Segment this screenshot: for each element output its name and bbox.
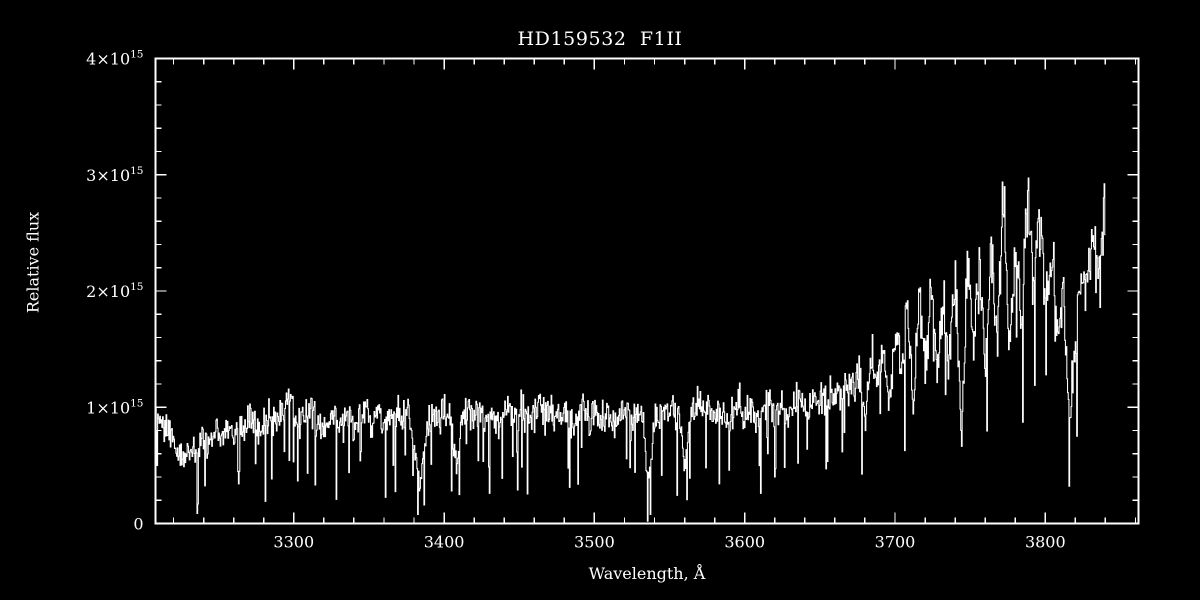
x-axis-tick-labels: 3300 3400 3500 3600 3700 3800 — [273, 533, 1065, 552]
x-axis-title: Wavelength, Å — [588, 564, 706, 583]
spectrum-data-series — [156, 177, 1106, 522]
page-title: HD159532 F1II — [517, 28, 683, 50]
svg-text:3600: 3600 — [724, 533, 765, 552]
spectrum-line — [156, 177, 1106, 522]
svg-text:3800: 3800 — [1025, 533, 1066, 552]
axis-frame — [154, 57, 1140, 525]
y-axis-tick-labels: 0 1×1015 2×1015 3×1015 4×1015 — [86, 49, 143, 534]
svg-text:3700: 3700 — [875, 533, 916, 552]
svg-text:3300: 3300 — [273, 533, 314, 552]
svg-text:3400: 3400 — [424, 533, 465, 552]
svg-text:3500: 3500 — [574, 533, 615, 552]
axis-ticks — [155, 57, 1139, 525]
svg-text:1×1015: 1×1015 — [86, 397, 143, 417]
svg-text:0: 0 — [133, 515, 143, 534]
svg-text:4×1015: 4×1015 — [86, 49, 143, 69]
svg-text:2×1015: 2×1015 — [86, 281, 143, 301]
svg-text:3×1015: 3×1015 — [86, 165, 143, 185]
